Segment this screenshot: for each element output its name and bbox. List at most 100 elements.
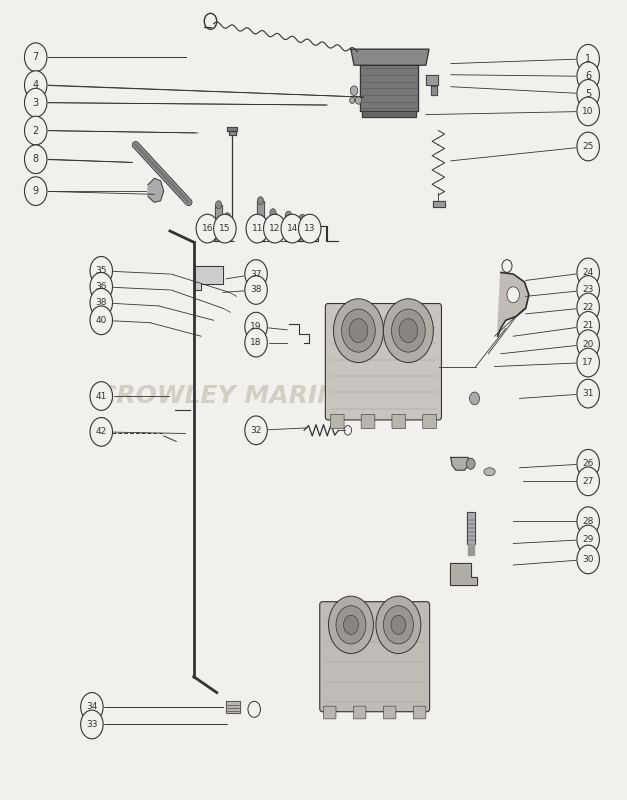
Text: 24: 24 (582, 268, 594, 277)
Circle shape (577, 311, 599, 340)
Circle shape (245, 416, 267, 445)
Circle shape (384, 298, 433, 362)
Circle shape (90, 382, 112, 410)
Circle shape (81, 710, 103, 739)
Circle shape (214, 214, 236, 243)
Text: 37: 37 (250, 270, 262, 278)
Circle shape (24, 116, 47, 145)
Circle shape (350, 86, 358, 95)
Circle shape (270, 209, 276, 217)
FancyBboxPatch shape (324, 706, 336, 719)
Text: 26: 26 (582, 459, 594, 468)
Circle shape (577, 450, 599, 478)
Circle shape (466, 458, 475, 470)
Text: 23: 23 (582, 286, 594, 294)
Circle shape (81, 693, 103, 722)
Text: 33: 33 (86, 720, 98, 729)
Circle shape (356, 96, 362, 104)
Circle shape (196, 214, 219, 243)
Circle shape (90, 418, 112, 446)
Circle shape (336, 606, 366, 644)
Polygon shape (451, 458, 468, 470)
Circle shape (577, 348, 599, 377)
FancyBboxPatch shape (413, 706, 426, 719)
Circle shape (298, 214, 321, 243)
Circle shape (329, 596, 374, 654)
Circle shape (470, 392, 480, 405)
Text: 21: 21 (582, 322, 594, 330)
FancyBboxPatch shape (330, 414, 344, 429)
Circle shape (349, 318, 368, 342)
Circle shape (245, 328, 267, 357)
Text: 14: 14 (287, 224, 298, 233)
Text: 31: 31 (582, 389, 594, 398)
Text: 16: 16 (202, 224, 213, 233)
Polygon shape (270, 213, 276, 241)
Text: 35: 35 (95, 266, 107, 275)
Text: 13: 13 (304, 224, 315, 233)
FancyBboxPatch shape (384, 706, 396, 719)
Circle shape (90, 257, 112, 286)
Circle shape (246, 214, 268, 243)
Circle shape (257, 197, 263, 205)
Text: 29: 29 (582, 535, 594, 544)
Circle shape (577, 62, 599, 90)
Circle shape (24, 43, 47, 71)
Text: 19: 19 (250, 322, 262, 331)
Circle shape (350, 97, 355, 103)
Circle shape (384, 606, 413, 644)
Circle shape (344, 615, 359, 634)
Circle shape (263, 214, 286, 243)
Text: 38: 38 (95, 298, 107, 307)
FancyBboxPatch shape (423, 414, 436, 429)
Text: 22: 22 (582, 303, 594, 312)
Text: CROWLEY MARINE: CROWLEY MARINE (98, 384, 355, 408)
Text: 17: 17 (582, 358, 594, 367)
Circle shape (90, 288, 112, 317)
Polygon shape (450, 563, 477, 585)
Text: 5: 5 (585, 89, 591, 99)
Text: 4: 4 (33, 80, 39, 90)
Polygon shape (257, 201, 263, 241)
Circle shape (285, 211, 292, 219)
FancyBboxPatch shape (354, 706, 366, 719)
Polygon shape (433, 201, 445, 207)
Circle shape (216, 201, 222, 209)
Circle shape (24, 145, 47, 174)
FancyBboxPatch shape (320, 602, 429, 712)
Circle shape (391, 615, 406, 634)
Circle shape (376, 596, 421, 654)
Polygon shape (148, 178, 164, 202)
Polygon shape (426, 74, 438, 85)
Circle shape (577, 467, 599, 496)
Circle shape (224, 213, 231, 221)
Circle shape (245, 260, 267, 288)
Circle shape (577, 79, 599, 108)
Circle shape (577, 258, 599, 286)
Circle shape (577, 507, 599, 535)
Text: 1: 1 (585, 54, 591, 64)
Circle shape (24, 88, 47, 117)
FancyBboxPatch shape (325, 303, 441, 420)
Circle shape (577, 45, 599, 73)
Circle shape (24, 70, 47, 99)
Circle shape (577, 379, 599, 408)
Text: 18: 18 (250, 338, 262, 347)
Text: 3: 3 (33, 98, 39, 108)
Polygon shape (228, 126, 238, 130)
Circle shape (299, 214, 305, 222)
Polygon shape (361, 65, 418, 111)
Circle shape (334, 298, 384, 362)
Polygon shape (285, 215, 292, 241)
Text: 38: 38 (250, 286, 262, 294)
Circle shape (399, 318, 418, 342)
Text: 42: 42 (96, 427, 107, 436)
Text: 6: 6 (585, 71, 591, 82)
Text: 2: 2 (33, 126, 39, 135)
Polygon shape (498, 273, 529, 336)
Text: 20: 20 (582, 340, 594, 349)
Circle shape (245, 276, 267, 304)
Circle shape (577, 293, 599, 322)
Circle shape (391, 309, 425, 352)
Ellipse shape (484, 468, 495, 476)
